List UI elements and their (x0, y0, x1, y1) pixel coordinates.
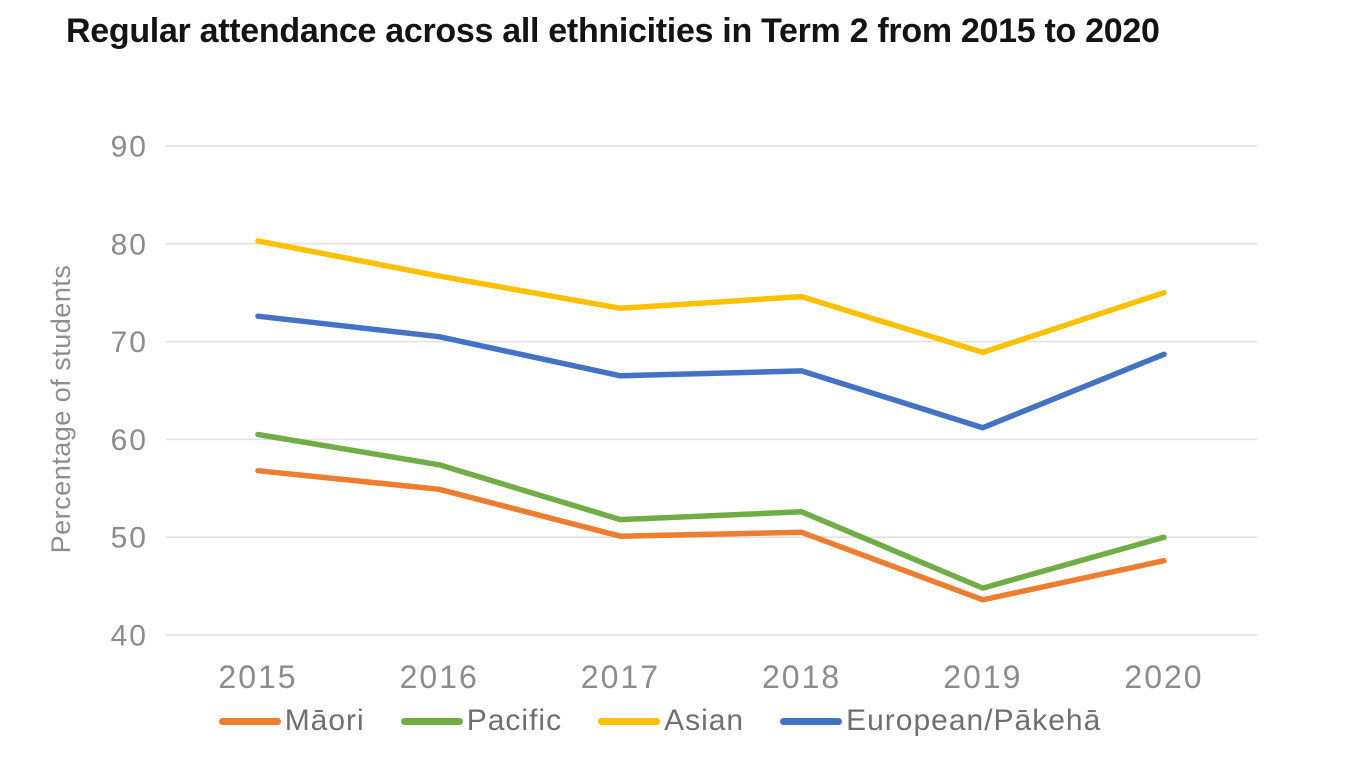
legend-item-pacific: Pacific (400, 704, 563, 738)
x-tick-label: 2019 (943, 659, 1022, 695)
y-tick-label: 90 (111, 131, 148, 164)
legend-label: Pacific (466, 704, 563, 737)
y-tick-label: 40 (111, 620, 148, 653)
legend-swatch-icon (598, 717, 661, 725)
legend-label: Asian (664, 704, 745, 737)
series-line-asian (255, 238, 1167, 356)
x-tick-label: 2018 (762, 659, 841, 695)
x-tick-label: 2016 (400, 659, 479, 695)
x-tick-label: 2017 (581, 659, 660, 695)
legend-label: European/Pākehā (846, 704, 1102, 737)
series-line-m-ori (255, 467, 1167, 603)
legend-item-asian: Asian (598, 704, 744, 738)
chart-title: Regular attendance across all ethnicitie… (66, 12, 1160, 50)
legend-swatch-icon (780, 717, 843, 725)
legend-swatch-icon (218, 717, 281, 725)
legend-swatch-icon (400, 717, 463, 725)
y-tick-label: 70 (111, 326, 148, 359)
chart-legend: Māori Pacific Asian European/Pākehā (0, 700, 1320, 742)
y-tick-label: 50 (111, 522, 148, 555)
x-tick-label: 2020 (1124, 659, 1203, 695)
legend-label: Māori (284, 704, 365, 737)
legend-item-m-ori: Māori (218, 704, 365, 738)
y-tick-label: 80 (111, 228, 148, 261)
y-tick-label: 60 (111, 424, 148, 457)
series-line-european-p-keh- (255, 313, 1167, 431)
series-line-pacific (255, 431, 1167, 591)
legend-item-european-p-keh-: European/Pākehā (780, 704, 1101, 738)
x-tick-label: 2015 (218, 659, 297, 695)
